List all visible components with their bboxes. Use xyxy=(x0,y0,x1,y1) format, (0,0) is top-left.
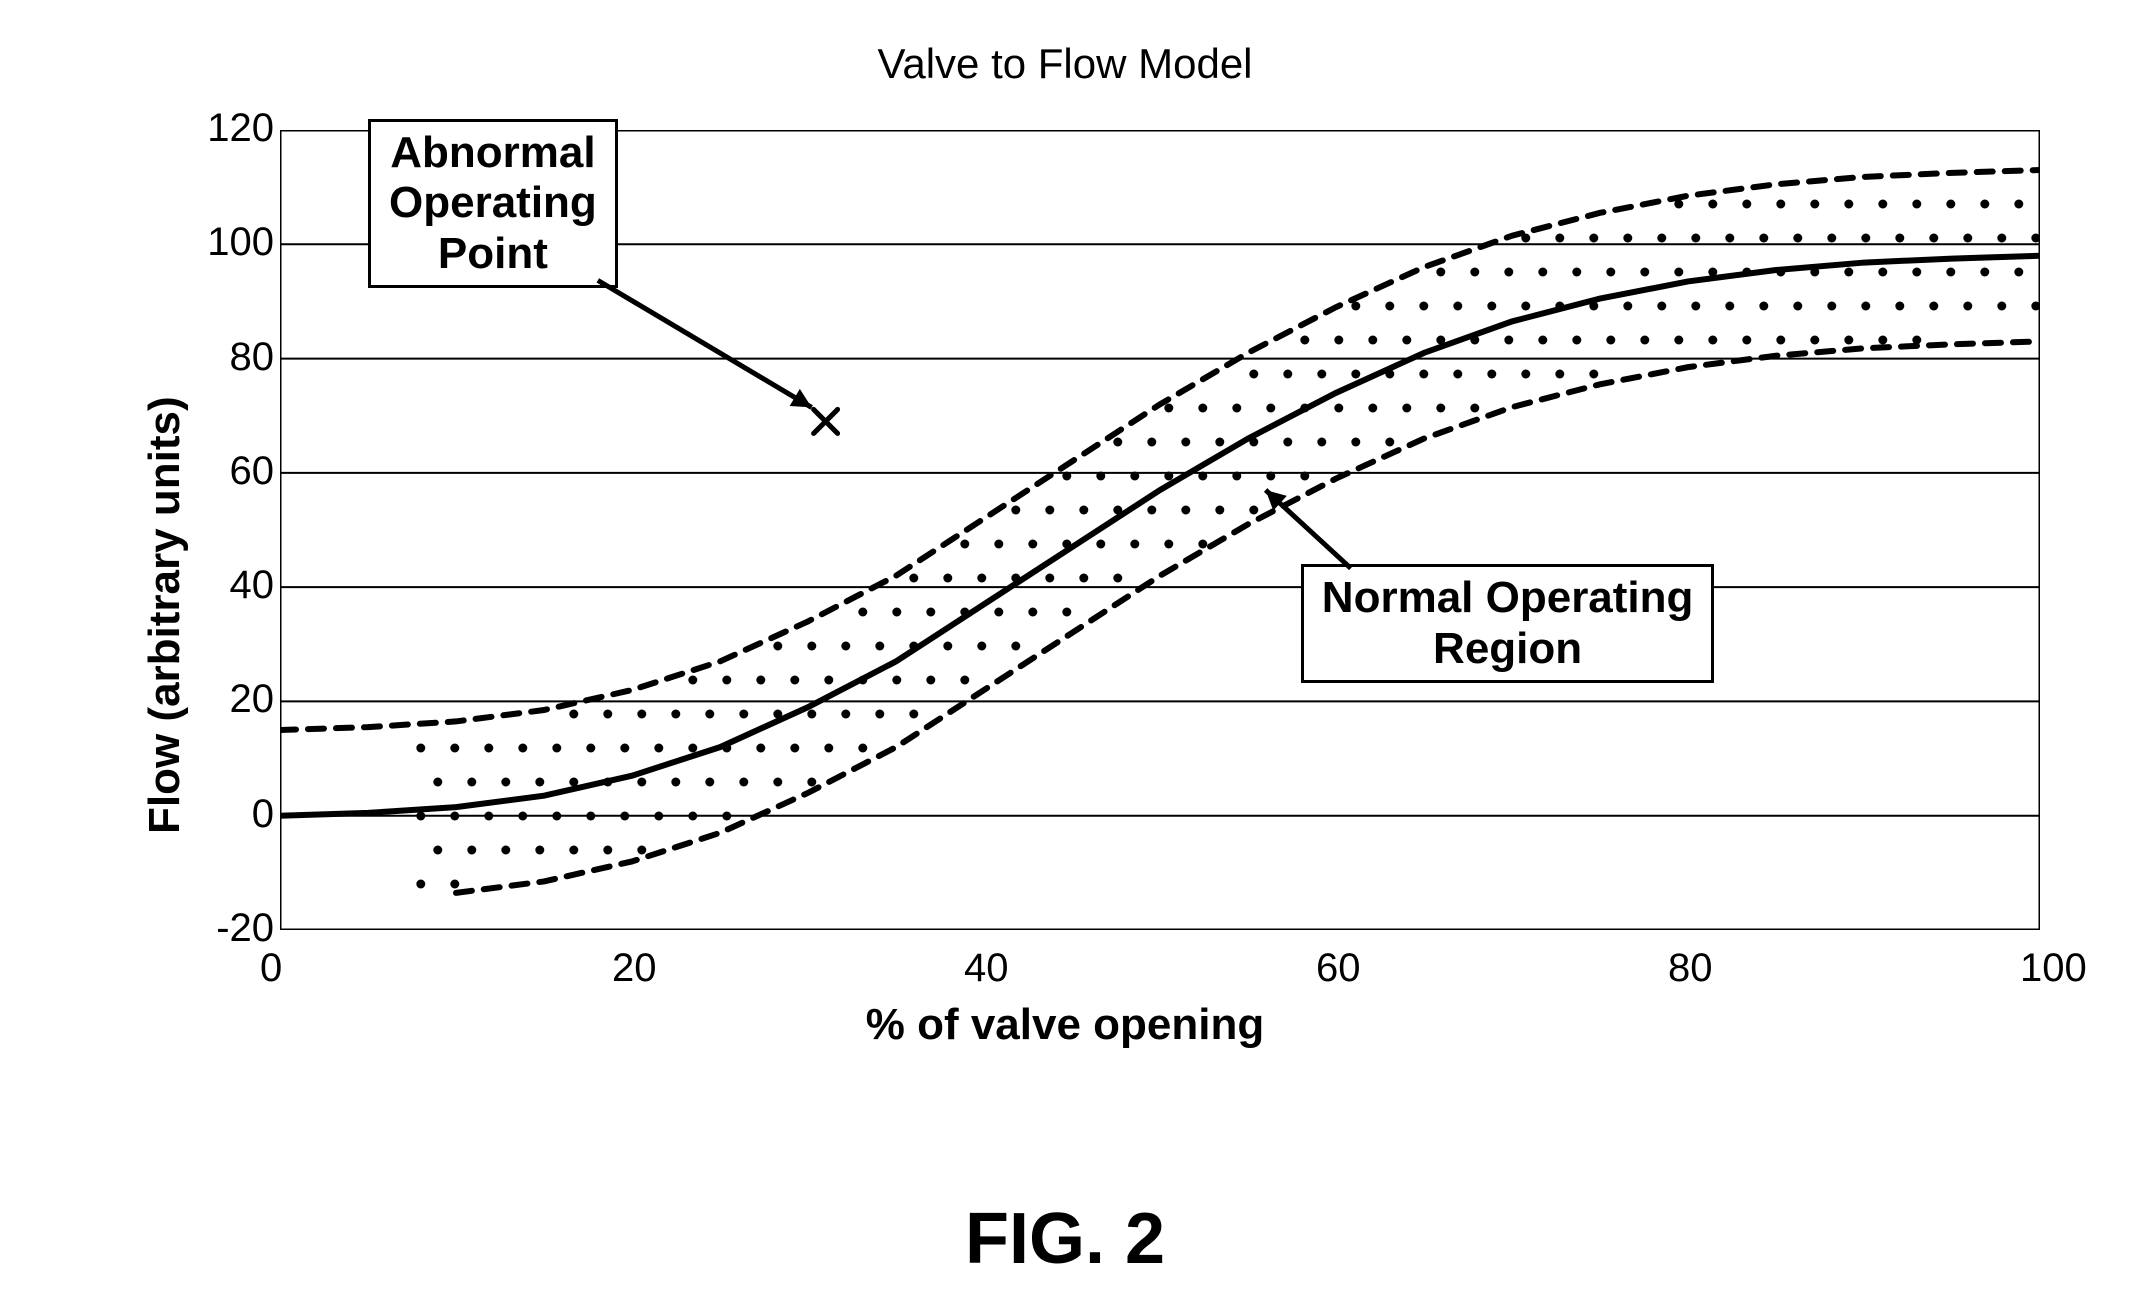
page-root: Valve to Flow Model Flow (arbitrary unit… xyxy=(0,0,2130,1310)
annotation-arrows xyxy=(0,0,2130,1310)
